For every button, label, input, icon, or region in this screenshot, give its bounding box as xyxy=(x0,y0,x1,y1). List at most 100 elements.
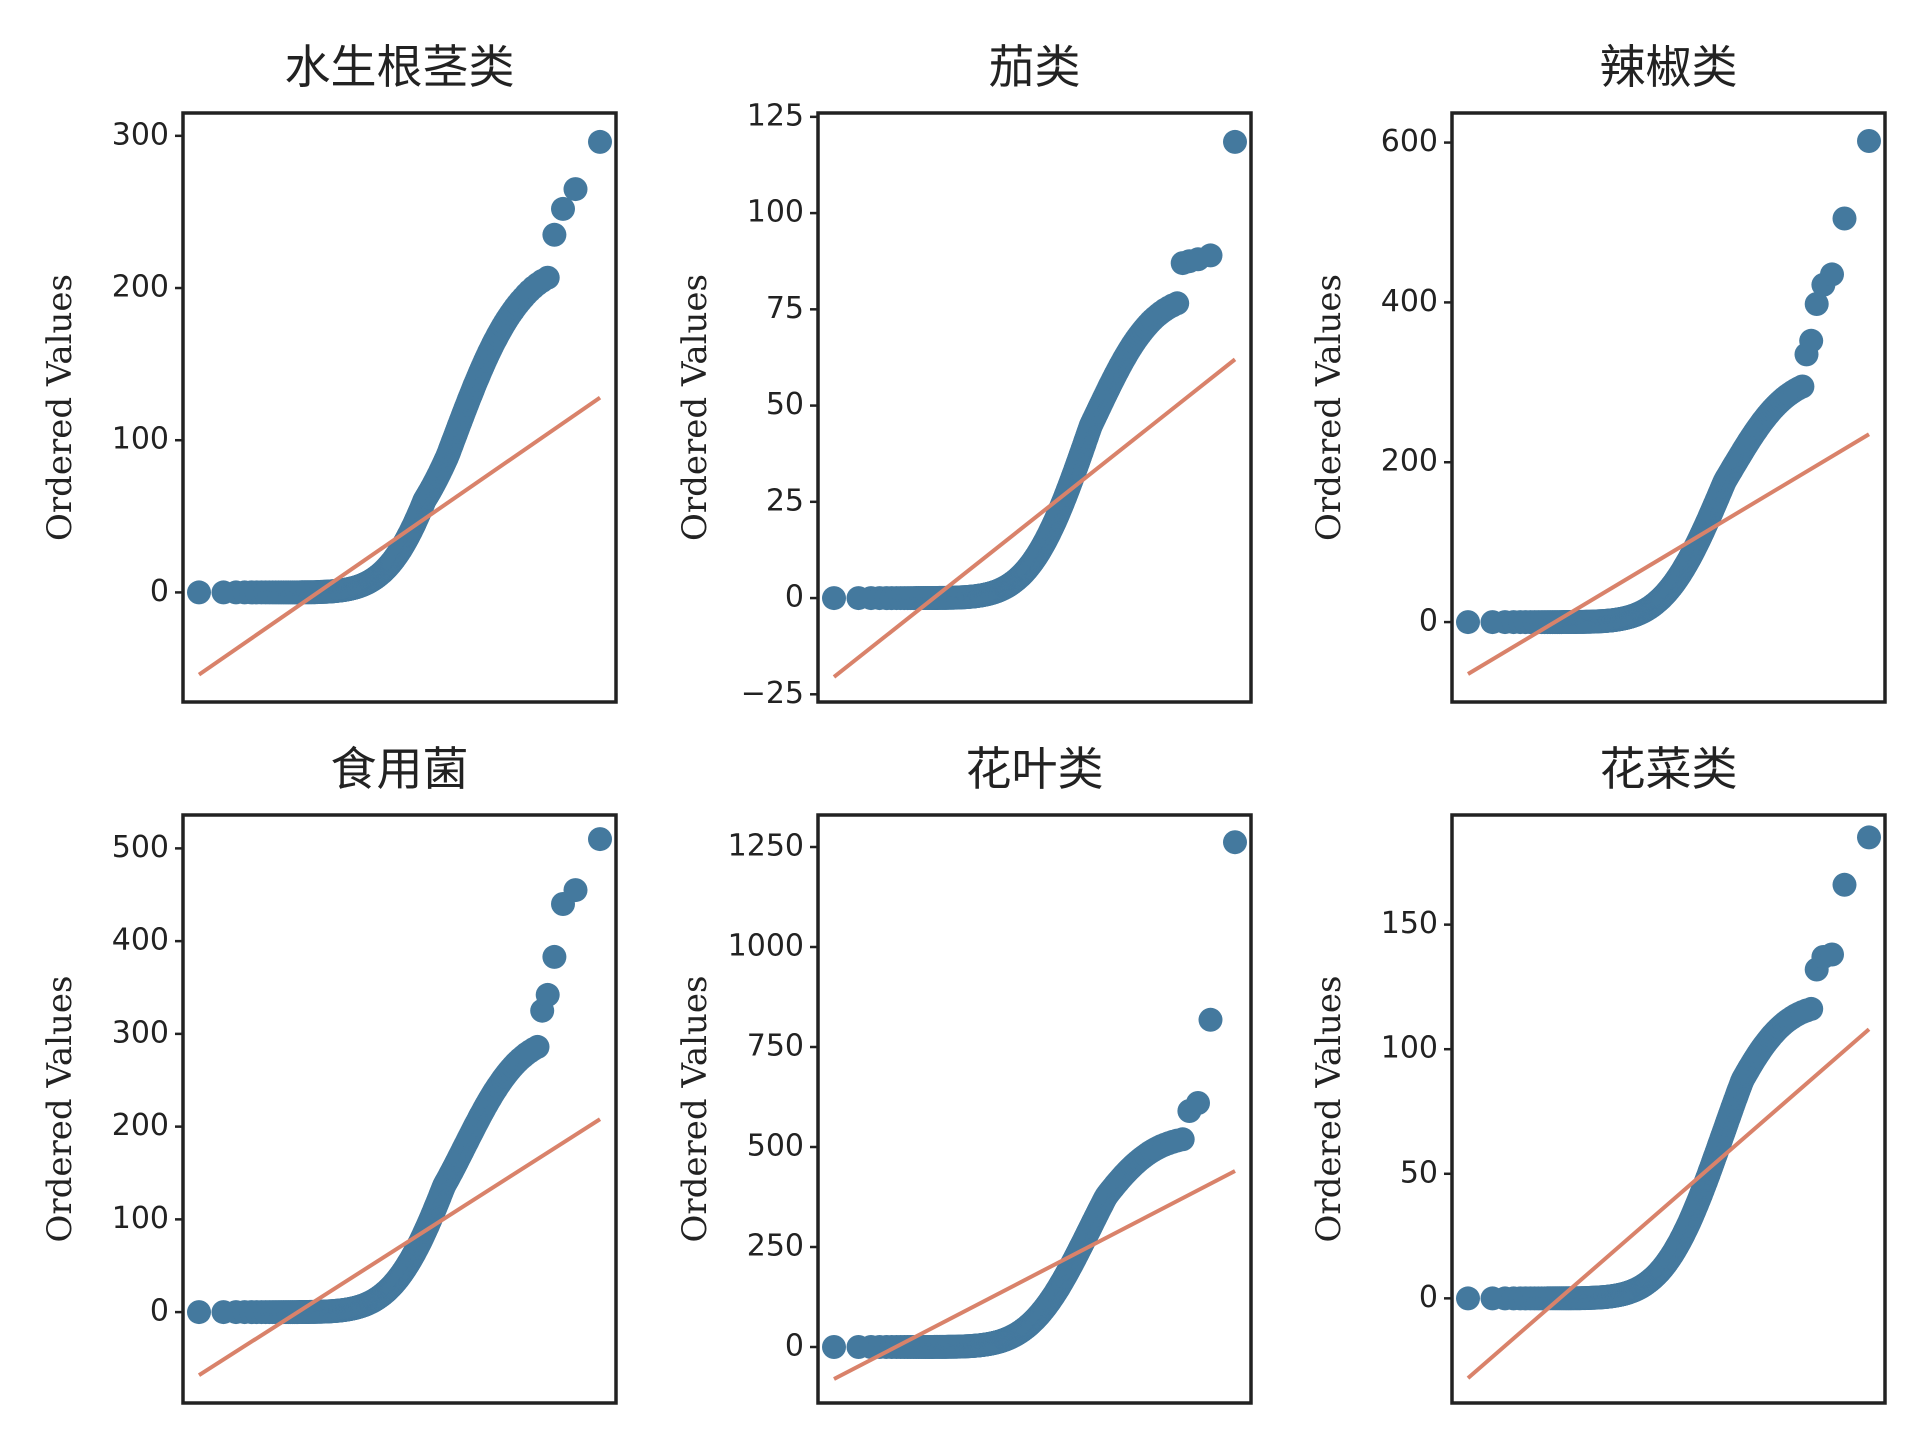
fit-line xyxy=(197,395,602,677)
fit-line xyxy=(1466,1027,1871,1380)
data-point xyxy=(1170,1127,1195,1152)
panel-title: 辣椒类 xyxy=(1600,40,1738,94)
y-axis-label: Ordered Values xyxy=(675,975,715,1242)
y-tick-label: 300 xyxy=(112,1015,169,1050)
y-tick-label: 0 xyxy=(150,1294,169,1329)
y-tick-label: 0 xyxy=(150,574,169,609)
data-point xyxy=(563,177,588,202)
y-tick-label: 250 xyxy=(747,1229,804,1264)
data-point xyxy=(542,222,567,247)
y-tick-label: 0 xyxy=(785,580,804,615)
plot-frame xyxy=(181,813,618,1405)
plot-frame xyxy=(816,111,1253,704)
data-point xyxy=(1799,996,1824,1021)
y-tick-label: 1000 xyxy=(728,929,804,964)
data-point xyxy=(1223,830,1247,855)
y-tick-label: 100 xyxy=(112,422,169,457)
y-axis-label: Ordered Values xyxy=(40,274,80,541)
y-tick-label: 75 xyxy=(766,291,804,326)
y-tick-label: 200 xyxy=(112,270,169,305)
data-point xyxy=(542,944,567,969)
data-point xyxy=(1832,872,1857,897)
data-point xyxy=(1223,129,1247,154)
panel-title: 茄类 xyxy=(989,40,1081,94)
y-tick-label: 100 xyxy=(747,195,804,230)
data-points xyxy=(1456,825,1881,1311)
data-point xyxy=(1857,129,1881,153)
data-point xyxy=(1804,292,1829,316)
data-point xyxy=(1790,374,1815,399)
y-tick-label: 50 xyxy=(766,387,804,422)
y-tick-label: 500 xyxy=(112,830,169,865)
y-tick-label: 1250 xyxy=(728,829,804,864)
data-point xyxy=(1820,262,1844,287)
plot-frame xyxy=(1450,111,1887,704)
y-tick-label: 200 xyxy=(1381,444,1438,479)
y-tick-label: 400 xyxy=(1381,284,1438,319)
panel-2: 茄类 Ordered Values −25 0 25 50 75 100 125 xyxy=(675,40,1253,711)
y-tick-label: 0 xyxy=(1419,1280,1438,1315)
data-point xyxy=(551,196,575,221)
panel-title: 花菜类 xyxy=(1600,742,1738,796)
data-point xyxy=(1820,942,1844,967)
y-tick-label: 100 xyxy=(112,1201,169,1236)
data-point xyxy=(187,1300,211,1325)
panel-1: 水生根茎类 Ordered Values 0 100 200 300 xyxy=(40,40,618,704)
data-points xyxy=(822,129,1247,611)
y-tick-label: 750 xyxy=(747,1029,804,1064)
y-tick-label: −25 xyxy=(741,676,804,711)
data-point xyxy=(588,129,612,154)
y-tick-label: 50 xyxy=(1400,1155,1438,1190)
y-tick-label: 0 xyxy=(1419,604,1438,639)
data-point xyxy=(588,827,612,852)
data-points xyxy=(187,129,612,605)
panel-title: 水生根茎类 xyxy=(285,40,515,94)
plot-frame xyxy=(1450,813,1887,1405)
y-tick-label: 500 xyxy=(747,1129,804,1164)
panels: 水生根茎类 Ordered Values 0 100 200 300 茄类 Ordered V… xyxy=(40,40,1887,1405)
fit-line xyxy=(833,1169,1236,1381)
y-tick-label: 0 xyxy=(785,1329,804,1364)
data-point xyxy=(1857,825,1881,850)
data-point xyxy=(822,1335,846,1359)
y-axis-label: Ordered Values xyxy=(1309,975,1349,1242)
data-point xyxy=(1832,206,1857,231)
y-tick-label: 25 xyxy=(766,483,804,518)
y-tick-label: 400 xyxy=(112,923,169,958)
data-points xyxy=(1456,129,1881,635)
data-point xyxy=(1456,610,1480,635)
data-point xyxy=(525,1034,550,1059)
data-point xyxy=(1198,1007,1223,1032)
y-tick-label: 600 xyxy=(1381,124,1438,159)
panel-4: 食用菌 Ordered Values 0 100 200 300 400 500 xyxy=(40,742,618,1405)
fit-line xyxy=(1466,432,1871,676)
data-points xyxy=(822,830,1247,1359)
y-tick-label: 100 xyxy=(1381,1031,1438,1066)
y-tick-label: 150 xyxy=(1381,906,1438,941)
panel-6: 花菜类 Ordered Values 0 50 100 150 xyxy=(1309,742,1887,1405)
y-axis-label: Ordered Values xyxy=(1309,274,1349,541)
data-point xyxy=(535,265,560,290)
data-point xyxy=(1186,1091,1210,1115)
data-point xyxy=(563,878,588,903)
data-point xyxy=(535,982,560,1007)
y-axis-label: Ordered Values xyxy=(40,975,80,1242)
y-tick-label: 300 xyxy=(112,117,169,152)
y-tick-label: 125 xyxy=(747,98,804,133)
plot-frame xyxy=(816,813,1253,1405)
data-point xyxy=(1165,291,1190,316)
data-point xyxy=(1198,243,1223,268)
fit-line xyxy=(832,357,1237,679)
data-point xyxy=(1456,1286,1480,1311)
data-point xyxy=(822,586,846,611)
fit-line xyxy=(197,1117,602,1377)
panel-3: 辣椒类 Ordered Values 0 200 400 600 xyxy=(1309,40,1887,704)
panel-title: 花叶类 xyxy=(966,742,1104,796)
y-tick-label: 200 xyxy=(112,1108,169,1143)
data-points xyxy=(187,827,612,1325)
panel-5: 花叶类 Ordered Values 0 250 500 750 1000 1250 xyxy=(675,742,1253,1405)
y-axis-label: Ordered Values xyxy=(675,274,715,541)
panel-title: 食用菌 xyxy=(331,742,469,796)
data-point xyxy=(1799,328,1824,353)
